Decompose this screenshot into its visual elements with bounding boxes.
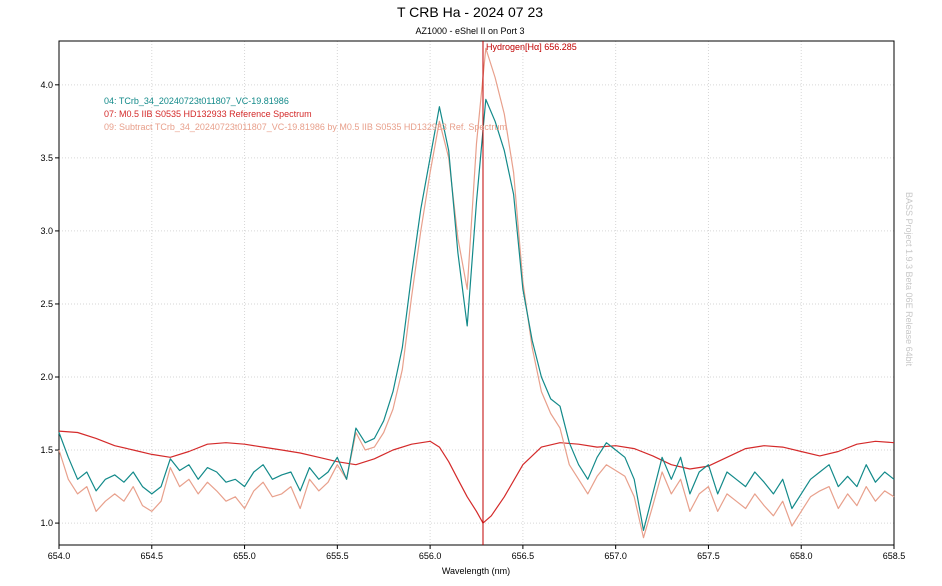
chart-subtitle: AZ1000 - eShel II on Port 3 (415, 26, 524, 36)
y-tick-label: 1.5 (40, 445, 53, 455)
grid-lines (59, 41, 894, 545)
x-tick-label: 655.5 (326, 551, 349, 561)
x-tick-label: 658.5 (883, 551, 906, 561)
series-line-3 (58, 47, 895, 539)
y-tick-label: 3.0 (40, 226, 53, 236)
x-tick-label: 657.5 (697, 551, 720, 561)
y-tick-label: 1.0 (40, 518, 53, 528)
series-lines (58, 47, 895, 539)
x-tick-label: 656.0 (419, 551, 442, 561)
legend: 04: TCrb_34_20240723t011807_VC-19.81986 0… (104, 96, 507, 132)
x-axis-ticks: 654.0 654.5 655.0 655.5 656.0 656.5 657.0 657.5… (48, 545, 906, 561)
plot-area (58, 40, 895, 546)
x-tick-label: 657.0 (604, 551, 627, 561)
legend-entry-2: 07: M0.5 IIB S0535 HD132933 Reference Sp… (104, 109, 312, 119)
y-tick-label: 3.5 (40, 153, 53, 163)
x-tick-label: 654.0 (48, 551, 71, 561)
x-tick-label: 658.0 (790, 551, 813, 561)
chart-title: T CRB Ha - 2024 07 23 (397, 4, 543, 20)
y-tick-label: 2.5 (40, 299, 53, 309)
x-axis-label: Wavelength (nm) (442, 566, 510, 576)
legend-entry-1: 04: TCrb_34_20240723t011807_VC-19.81986 (104, 96, 289, 106)
series-line-2 (58, 430, 895, 524)
x-tick-label: 655.0 (233, 551, 256, 561)
y-tick-label: 2.0 (40, 372, 53, 382)
hydrogen-alpha-marker-label: Hydrogen[Hα] 656.285 (486, 42, 577, 52)
y-tick-label: 4.0 (40, 80, 53, 90)
x-tick-label: 656.5 (512, 551, 535, 561)
series-line-1 (58, 98, 895, 532)
y-axis-ticks: 1.0 1.5 2.0 2.5 3.0 3.5 4.0 (40, 80, 59, 528)
x-tick-label: 654.5 (141, 551, 164, 561)
legend-entry-3: 09: Subtract TCrb_34_20240723t011807_VC-… (104, 122, 507, 132)
software-version-text: BASS Project 1.9.3 Beta 06E Release 64bi… (904, 192, 914, 367)
